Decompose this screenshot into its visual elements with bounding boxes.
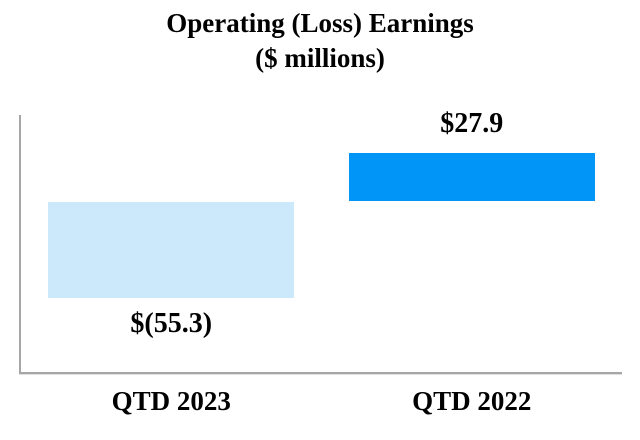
- chart-title-block: Operating (Loss) Earnings ($ millions): [0, 6, 640, 76]
- category-label-qtd-2022: QTD 2022: [412, 386, 532, 416]
- bar-qtd-2022: [348, 153, 595, 202]
- chart-title: Operating (Loss) Earnings: [166, 8, 474, 38]
- plot-area: $(55.3) $27.9: [19, 108, 622, 374]
- data-label-qtd-2023: $(55.3): [130, 307, 213, 339]
- x-axis-labels: QTD 2023 QTD 2022: [21, 385, 622, 417]
- bar-qtd-2023: [48, 201, 295, 298]
- y-axis-line: [19, 115, 21, 374]
- chart-subtitle: ($ millions): [255, 43, 385, 73]
- x-axis-line: [19, 372, 622, 374]
- category-label-qtd-2023: QTD 2023: [111, 386, 231, 416]
- data-label-qtd-2022: $27.9: [440, 108, 504, 140]
- plot-inner: $(55.3) $27.9: [21, 108, 622, 372]
